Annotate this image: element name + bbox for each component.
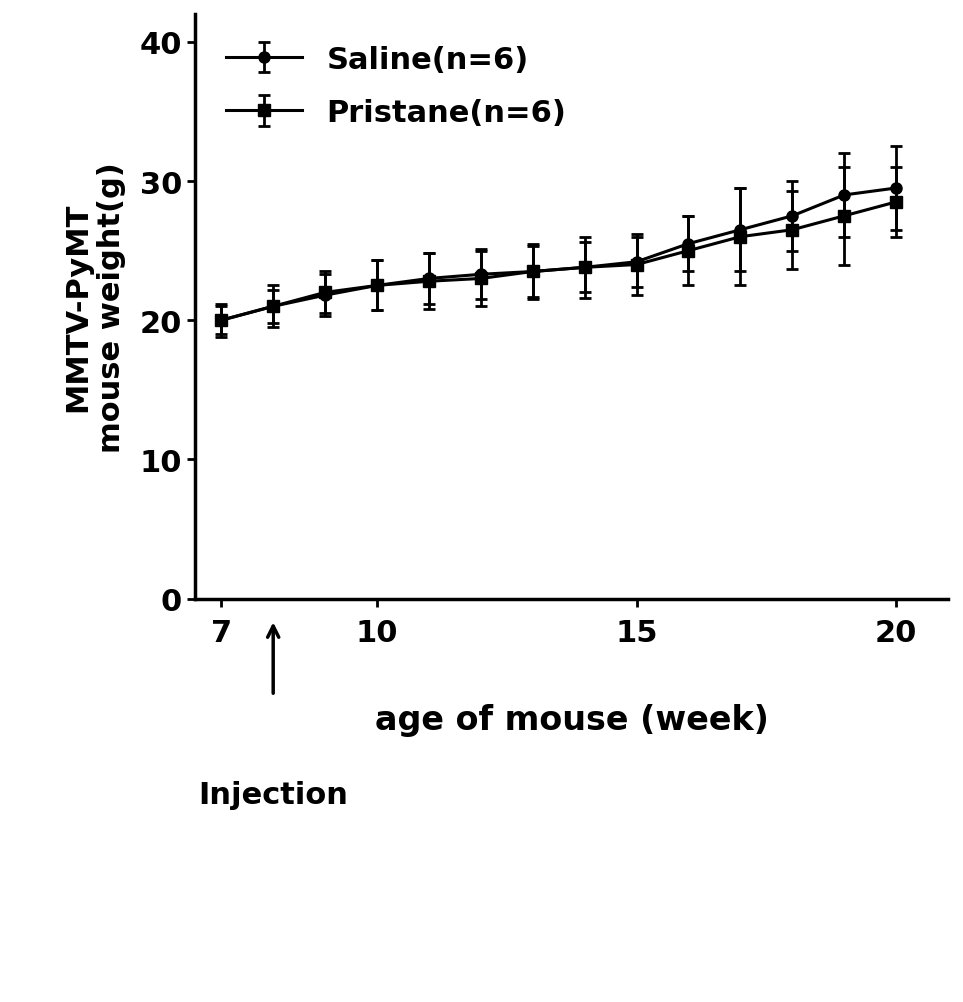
Text: Injection: Injection bbox=[198, 780, 349, 809]
X-axis label: age of mouse (week): age of mouse (week) bbox=[375, 702, 768, 735]
Legend: Saline(n=6), Pristane(n=6): Saline(n=6), Pristane(n=6) bbox=[211, 30, 582, 143]
Y-axis label: MMTV-PyMT
mouse weight(g): MMTV-PyMT mouse weight(g) bbox=[64, 161, 126, 452]
